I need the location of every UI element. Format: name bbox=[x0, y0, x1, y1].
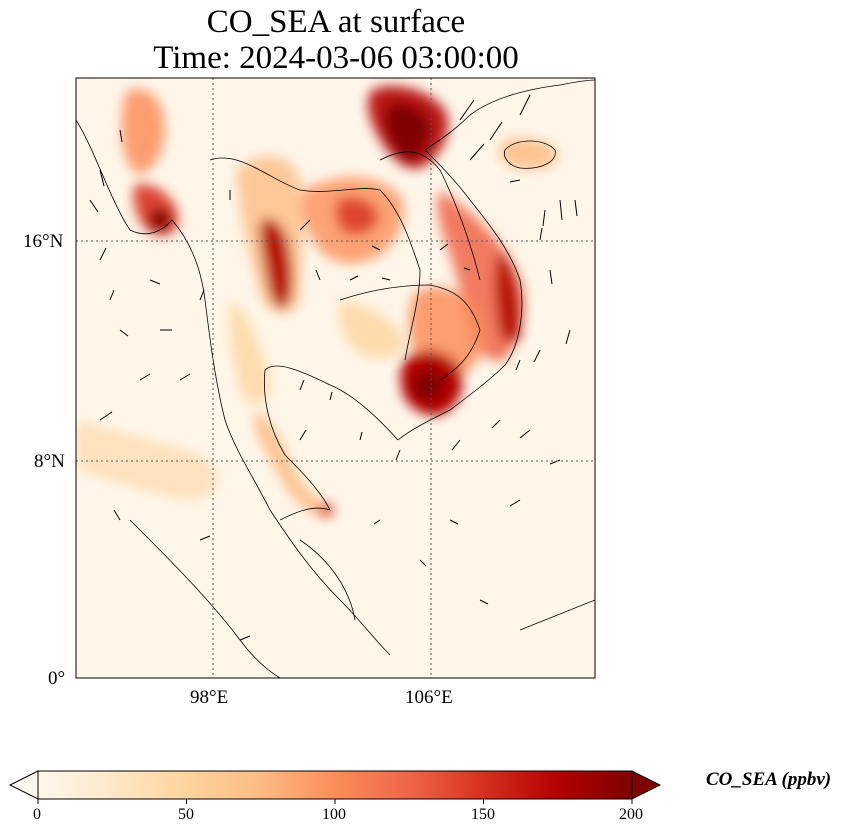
wind-arrow bbox=[509, 179, 521, 183]
wind-vectors bbox=[89, 94, 578, 641]
wind-arrow bbox=[99, 169, 105, 187]
wind-arrow bbox=[371, 245, 381, 251]
wind-arrow bbox=[299, 379, 305, 391]
gridlines bbox=[76, 78, 595, 678]
wind-arrow bbox=[315, 269, 321, 281]
coastline-hainan bbox=[503, 140, 556, 169]
wind-arrow bbox=[565, 329, 571, 345]
wind-arrow bbox=[419, 559, 427, 567]
plume-thailand-north-band bbox=[260, 218, 293, 309]
wind-arrow bbox=[491, 419, 501, 429]
border-thailand-laos bbox=[209, 157, 421, 361]
lat-tick-0: 0° bbox=[48, 668, 66, 689]
wind-arrow bbox=[395, 449, 401, 461]
hotspot-yangon bbox=[149, 209, 171, 231]
wind-arrow bbox=[349, 275, 359, 281]
wind-arrow bbox=[449, 519, 459, 525]
wind-arrow bbox=[359, 431, 363, 441]
colorbar-tick-200: 200 bbox=[619, 806, 643, 823]
plume-hainan bbox=[499, 138, 558, 170]
plume-myanmar-north bbox=[121, 89, 165, 175]
wind-arrow bbox=[139, 373, 151, 381]
wind-arrow bbox=[99, 247, 107, 261]
plume-red-river-core bbox=[385, 102, 431, 160]
wind-arrow bbox=[542, 209, 546, 227]
wind-arrow bbox=[119, 129, 123, 143]
colorbar-extend-max bbox=[631, 770, 662, 800]
colorbar-extend-min bbox=[8, 770, 39, 800]
lon-tick-106e: 106°E bbox=[405, 687, 453, 708]
lat-tick-16n: 16°N bbox=[23, 231, 64, 252]
wind-arrow bbox=[559, 199, 563, 221]
wind-arrow bbox=[519, 429, 531, 439]
colorbar-tick-marks bbox=[37, 799, 633, 804]
colorbar-tick-150: 150 bbox=[471, 806, 495, 823]
lat-tick-8n: 8°N bbox=[34, 451, 65, 472]
plume-gulf-thailand bbox=[255, 410, 335, 518]
map-frame bbox=[75, 77, 596, 679]
hotspot-songkhla bbox=[319, 503, 333, 517]
wind-arrow bbox=[459, 99, 475, 121]
border-laos-vietnam bbox=[379, 151, 481, 281]
plume-central-highlands bbox=[495, 250, 521, 344]
wind-arrow bbox=[299, 219, 311, 231]
wind-arrow bbox=[451, 439, 461, 451]
map-background bbox=[76, 78, 595, 678]
wind-arrow bbox=[373, 519, 381, 525]
wind-arrow bbox=[89, 199, 99, 213]
coastline-sumatra bbox=[129, 519, 281, 678]
border-malaysia bbox=[299, 539, 356, 621]
border-cambodia bbox=[339, 284, 481, 381]
coastline-vietnam bbox=[397, 79, 595, 441]
wind-arrow bbox=[109, 289, 115, 301]
wind-arrow bbox=[439, 243, 449, 251]
wind-arrow bbox=[515, 359, 521, 371]
wind-arrow bbox=[463, 267, 471, 271]
wind-arrow bbox=[149, 279, 161, 285]
colorbar-tick-100: 100 bbox=[322, 806, 346, 823]
colorbar-tick-50: 50 bbox=[178, 806, 194, 823]
plume-cambodia-west bbox=[338, 300, 405, 358]
colorbar-tick-0: 0 bbox=[33, 806, 41, 823]
wind-arrow bbox=[239, 635, 251, 641]
map-title: CO_SEA at surface bbox=[206, 4, 466, 40]
lon-tick-98e: 98°E bbox=[190, 687, 229, 708]
wind-arrow bbox=[381, 277, 391, 281]
plume-bay-of-bengal-haze bbox=[76, 420, 219, 500]
wind-arrow bbox=[519, 94, 531, 116]
wind-arrow bbox=[479, 599, 489, 605]
coastline-gulf-of-thailand bbox=[264, 365, 399, 521]
wind-arrow bbox=[489, 121, 503, 141]
wind-arrow bbox=[199, 289, 205, 301]
wind-arrow bbox=[574, 199, 578, 217]
wind-arrow bbox=[113, 509, 121, 521]
hotspot-mekong-delta bbox=[413, 370, 443, 400]
wind-arrow bbox=[469, 143, 485, 161]
wind-arrow bbox=[533, 349, 541, 363]
wind-arrow bbox=[549, 459, 561, 465]
coastline-borneo bbox=[519, 599, 595, 631]
colorbar-label: CO_SEA (ppbv) bbox=[706, 769, 832, 790]
plume-laos-core bbox=[335, 197, 379, 235]
wind-arrow bbox=[119, 329, 129, 337]
wind-arrow bbox=[329, 391, 333, 401]
wind-arrow bbox=[199, 535, 211, 541]
coastline-myanmar-thailand-west bbox=[76, 119, 391, 656]
wind-arrow bbox=[539, 227, 543, 241]
wind-arrow bbox=[299, 429, 307, 441]
colorbar bbox=[37, 770, 633, 800]
wind-arrow bbox=[179, 373, 191, 381]
wind-arrow bbox=[549, 269, 553, 285]
coastlines-and-borders bbox=[76, 79, 595, 678]
wind-arrow bbox=[509, 499, 521, 507]
plume-thailand-central bbox=[229, 300, 271, 404]
wind-arrow bbox=[99, 411, 113, 421]
map-time: Time: 2024-03-06 03:00:00 bbox=[153, 40, 519, 76]
